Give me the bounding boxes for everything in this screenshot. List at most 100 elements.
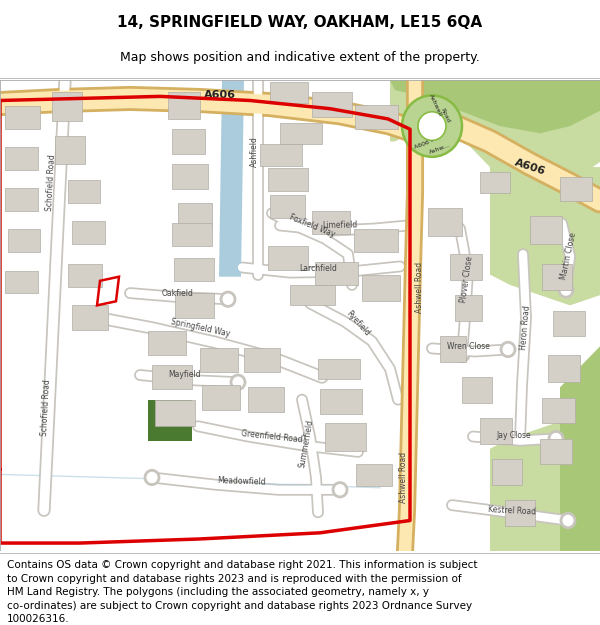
Polygon shape bbox=[553, 311, 585, 336]
Polygon shape bbox=[325, 423, 366, 451]
Text: Ryefield: Ryefield bbox=[344, 309, 371, 338]
Circle shape bbox=[501, 342, 515, 357]
Polygon shape bbox=[542, 398, 575, 423]
Polygon shape bbox=[312, 211, 350, 234]
Polygon shape bbox=[490, 398, 600, 551]
Text: Schofield Road: Schofield Road bbox=[40, 379, 52, 436]
Text: Heron Road: Heron Road bbox=[518, 305, 532, 351]
Polygon shape bbox=[152, 365, 192, 389]
Polygon shape bbox=[455, 295, 482, 321]
Polygon shape bbox=[268, 246, 308, 269]
Text: Ashfield: Ashfield bbox=[250, 136, 259, 167]
Polygon shape bbox=[172, 223, 212, 246]
Polygon shape bbox=[219, 80, 244, 277]
Polygon shape bbox=[8, 229, 40, 252]
Polygon shape bbox=[560, 346, 600, 551]
Polygon shape bbox=[320, 389, 362, 414]
Polygon shape bbox=[55, 136, 85, 164]
Text: Greenfield Road: Greenfield Road bbox=[241, 429, 303, 444]
Polygon shape bbox=[68, 264, 102, 287]
Polygon shape bbox=[315, 262, 358, 285]
Polygon shape bbox=[52, 92, 82, 121]
Text: A606: A606 bbox=[204, 91, 236, 101]
Circle shape bbox=[333, 482, 347, 497]
Polygon shape bbox=[168, 92, 200, 119]
Text: Martin Close: Martin Close bbox=[560, 232, 578, 281]
Polygon shape bbox=[530, 216, 562, 244]
Polygon shape bbox=[270, 82, 308, 102]
Text: Mayfield: Mayfield bbox=[169, 369, 202, 379]
Text: Map shows position and indicative extent of the property.: Map shows position and indicative extent… bbox=[120, 51, 480, 64]
Polygon shape bbox=[174, 258, 214, 281]
Polygon shape bbox=[354, 229, 398, 252]
Polygon shape bbox=[356, 464, 392, 486]
Text: Summerfield: Summerfield bbox=[298, 419, 314, 469]
Polygon shape bbox=[155, 399, 195, 426]
Polygon shape bbox=[178, 203, 212, 228]
Polygon shape bbox=[450, 254, 482, 280]
Text: Jay Close: Jay Close bbox=[497, 431, 532, 440]
Polygon shape bbox=[68, 181, 100, 203]
Text: Meadowfield: Meadowfield bbox=[218, 476, 266, 487]
Polygon shape bbox=[202, 385, 240, 410]
Polygon shape bbox=[390, 80, 600, 192]
Text: Contains OS data © Crown copyright and database right 2021. This information is : Contains OS data © Crown copyright and d… bbox=[7, 560, 478, 624]
Text: Springfield Way: Springfield Way bbox=[170, 318, 230, 339]
Polygon shape bbox=[548, 354, 580, 382]
Text: Oakfield: Oakfield bbox=[162, 289, 194, 298]
Circle shape bbox=[221, 292, 235, 306]
Polygon shape bbox=[172, 164, 208, 189]
Polygon shape bbox=[490, 167, 600, 306]
Polygon shape bbox=[72, 221, 105, 244]
Polygon shape bbox=[270, 195, 305, 218]
Text: Road: Road bbox=[439, 107, 451, 124]
Polygon shape bbox=[5, 188, 38, 211]
Text: Kestrel Road: Kestrel Road bbox=[488, 504, 536, 516]
Text: Foxfield Way: Foxfield Way bbox=[288, 213, 336, 239]
Polygon shape bbox=[362, 274, 400, 301]
Text: Ashwell Road: Ashwell Road bbox=[415, 261, 425, 312]
Polygon shape bbox=[268, 168, 308, 191]
Polygon shape bbox=[428, 208, 462, 236]
Circle shape bbox=[455, 348, 469, 362]
Text: Schofield Road: Schofield Road bbox=[45, 154, 57, 211]
Polygon shape bbox=[290, 285, 335, 306]
Text: Limefield: Limefield bbox=[322, 221, 358, 230]
Polygon shape bbox=[244, 348, 280, 372]
Polygon shape bbox=[280, 123, 322, 144]
Polygon shape bbox=[480, 418, 512, 444]
Polygon shape bbox=[5, 106, 40, 129]
Text: Ashw...: Ashw... bbox=[429, 142, 451, 155]
Circle shape bbox=[145, 471, 159, 484]
Circle shape bbox=[549, 431, 563, 446]
Polygon shape bbox=[318, 359, 360, 379]
Polygon shape bbox=[355, 104, 398, 129]
Polygon shape bbox=[148, 331, 186, 354]
Polygon shape bbox=[175, 293, 214, 318]
Polygon shape bbox=[542, 264, 572, 290]
Polygon shape bbox=[480, 173, 510, 192]
Polygon shape bbox=[540, 439, 572, 464]
Circle shape bbox=[231, 375, 245, 389]
Polygon shape bbox=[390, 80, 600, 133]
Text: A606: A606 bbox=[513, 158, 547, 177]
Text: Ashwell: Ashwell bbox=[428, 94, 442, 118]
Polygon shape bbox=[72, 306, 108, 330]
Polygon shape bbox=[492, 459, 522, 484]
Text: A606 -: A606 - bbox=[413, 139, 434, 151]
Polygon shape bbox=[148, 399, 192, 441]
Text: 14, SPRINGFIELD WAY, OAKHAM, LE15 6QA: 14, SPRINGFIELD WAY, OAKHAM, LE15 6QA bbox=[118, 15, 482, 30]
Polygon shape bbox=[312, 92, 352, 117]
Polygon shape bbox=[200, 348, 238, 372]
Text: Plover Close: Plover Close bbox=[459, 256, 475, 304]
Text: Larchfield: Larchfield bbox=[299, 264, 337, 273]
Polygon shape bbox=[462, 377, 492, 402]
Polygon shape bbox=[172, 129, 205, 154]
Polygon shape bbox=[5, 147, 38, 170]
Polygon shape bbox=[505, 500, 535, 526]
Polygon shape bbox=[5, 271, 38, 293]
Polygon shape bbox=[440, 336, 466, 362]
Polygon shape bbox=[560, 177, 592, 201]
Circle shape bbox=[418, 112, 446, 141]
Text: Wren Close: Wren Close bbox=[446, 342, 490, 351]
